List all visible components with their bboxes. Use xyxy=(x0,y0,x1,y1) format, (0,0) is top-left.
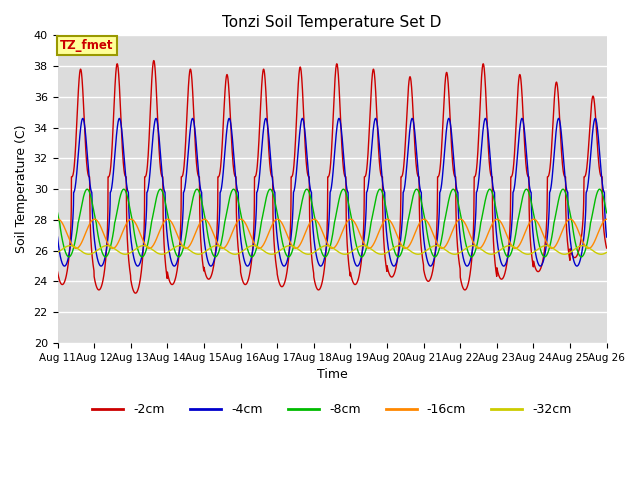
Legend: -2cm, -4cm, -8cm, -16cm, -32cm: -2cm, -4cm, -8cm, -16cm, -32cm xyxy=(87,398,577,421)
-4cm xyxy=(54,234,61,240)
-32cm xyxy=(149,247,157,253)
-16cm xyxy=(592,235,600,241)
-4cm xyxy=(149,134,157,140)
-2cm xyxy=(533,268,541,274)
-8cm xyxy=(596,186,604,192)
-8cm xyxy=(149,213,157,218)
-8cm xyxy=(65,254,73,260)
-2cm xyxy=(149,61,157,67)
-16cm xyxy=(603,216,611,222)
Text: TZ_fmet: TZ_fmet xyxy=(60,39,114,52)
-32cm xyxy=(116,250,124,256)
Line: -4cm: -4cm xyxy=(58,119,607,266)
-16cm xyxy=(149,243,157,249)
Line: -32cm: -32cm xyxy=(58,246,607,254)
-8cm xyxy=(116,193,124,199)
-2cm xyxy=(54,269,61,275)
Y-axis label: Soil Temperature (C): Soil Temperature (C) xyxy=(15,125,28,253)
-32cm xyxy=(603,250,611,255)
Line: -16cm: -16cm xyxy=(58,219,607,249)
-4cm xyxy=(592,117,600,123)
Title: Tonzi Soil Temperature Set D: Tonzi Soil Temperature Set D xyxy=(222,15,442,30)
-32cm xyxy=(54,250,61,255)
-4cm xyxy=(591,116,599,121)
-8cm xyxy=(288,249,296,254)
-4cm xyxy=(61,263,68,269)
-16cm xyxy=(54,216,61,222)
-8cm xyxy=(603,210,611,216)
-32cm xyxy=(288,243,296,249)
-8cm xyxy=(533,229,541,235)
-8cm xyxy=(54,210,61,216)
-16cm xyxy=(116,235,124,240)
-4cm xyxy=(288,223,296,228)
-32cm xyxy=(592,250,600,255)
-16cm xyxy=(288,242,296,248)
-8cm xyxy=(592,194,600,200)
X-axis label: Time: Time xyxy=(317,368,348,381)
-16cm xyxy=(54,216,61,222)
Line: -8cm: -8cm xyxy=(58,189,607,257)
-2cm xyxy=(150,58,157,63)
-4cm xyxy=(116,118,124,123)
-2cm xyxy=(603,245,611,251)
-2cm xyxy=(116,98,124,104)
-16cm xyxy=(533,218,541,224)
-32cm xyxy=(264,251,272,256)
-4cm xyxy=(533,256,541,262)
-32cm xyxy=(533,247,541,253)
-8cm xyxy=(264,189,272,194)
Line: -2cm: -2cm xyxy=(58,60,607,293)
-2cm xyxy=(132,290,140,296)
-4cm xyxy=(603,234,611,240)
-32cm xyxy=(597,252,605,257)
-2cm xyxy=(289,173,296,179)
-2cm xyxy=(264,141,272,146)
-32cm xyxy=(67,243,74,249)
-16cm xyxy=(264,231,272,237)
-16cm xyxy=(585,246,593,252)
-4cm xyxy=(264,128,272,133)
-2cm xyxy=(592,122,600,128)
